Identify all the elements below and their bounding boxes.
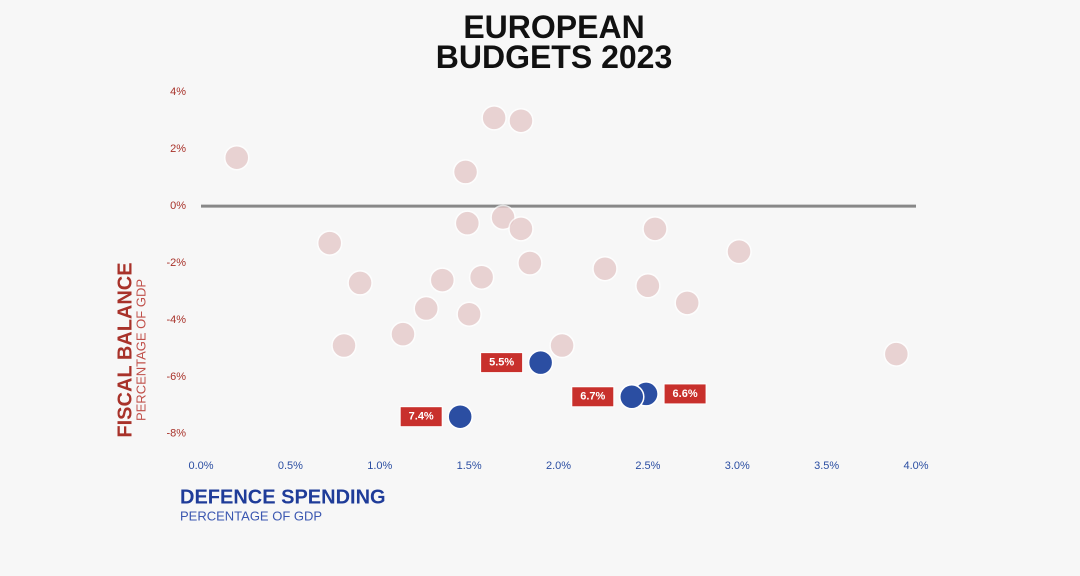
value-label: 6.6% [673, 388, 698, 400]
x-axis-sublabel: PERCENTAGE OF GDP [180, 508, 322, 523]
x-tick-label: 1.0% [367, 460, 392, 472]
point [517, 250, 543, 276]
point [490, 204, 516, 231]
point [316, 230, 343, 256]
x-tick-label: 4.0% [903, 460, 928, 472]
point [726, 238, 752, 265]
y-tick-label: -8% [166, 428, 186, 440]
point [429, 267, 456, 293]
x-axis-label: DEFENCE SPENDING [180, 486, 386, 508]
point [527, 349, 554, 376]
value-label: 6.7% [580, 391, 605, 403]
point [447, 403, 473, 430]
chart-title: EUROPEAN BUDGETS 2023 [435, 9, 673, 75]
value-label-box [399, 406, 443, 428]
y-tick-label: 2% [170, 143, 186, 155]
value-label: 7.4% [409, 411, 434, 423]
point [468, 264, 495, 290]
point [413, 295, 439, 322]
point [619, 384, 645, 410]
y-tick-label: -4% [166, 314, 186, 326]
point [331, 332, 357, 359]
point [390, 321, 416, 347]
point [592, 255, 618, 282]
x-tick-label: 0.5% [278, 460, 303, 472]
point [642, 216, 668, 242]
y-axis-label: FISCAL BALANCE [114, 262, 136, 437]
x-tick-label: 3.0% [725, 460, 750, 472]
x-tick-label: 0.0% [188, 460, 213, 472]
value-label-box [663, 383, 707, 405]
y-axis-sublabel: PERCENTAGE OF GDP [133, 279, 148, 421]
value-label-box [571, 386, 615, 408]
y-tick-label: 4% [170, 86, 186, 98]
point [454, 210, 481, 236]
point [224, 144, 250, 171]
point [508, 216, 534, 242]
y-tick-label: 0% [170, 200, 186, 212]
point [508, 107, 534, 134]
point [481, 105, 507, 131]
point [635, 273, 661, 299]
point [347, 270, 373, 296]
x-tick-label: 2.5% [635, 460, 660, 472]
value-label: 5.5% [489, 357, 514, 369]
y-tick-label: -6% [166, 371, 186, 383]
x-tick-label: 1.5% [457, 460, 482, 472]
point [549, 332, 575, 359]
x-tick-label: 3.5% [814, 460, 839, 472]
point [456, 301, 482, 327]
x-tick-label: 2.0% [546, 460, 571, 472]
point [452, 159, 479, 185]
value-label-box [480, 352, 524, 374]
point [883, 341, 910, 367]
y-tick-label: -2% [166, 257, 186, 269]
point [674, 290, 700, 316]
